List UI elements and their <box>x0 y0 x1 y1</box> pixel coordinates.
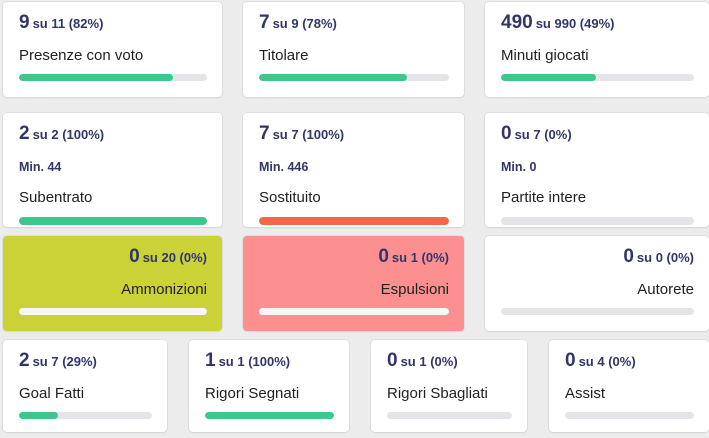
stat-suffix: su 7 (29%) <box>32 354 97 369</box>
stat-minutes: Min. 446 <box>259 160 309 174</box>
stat-card-subentrato: 2 su 2 (100%) Min. 44 Subentrato <box>3 113 222 227</box>
stat-label: Partite intere <box>501 189 587 206</box>
stats-row-3: 0 su 20 (0%) Ammonizioni 0 su 1 (0%) Espul… <box>3 236 709 331</box>
stat-suffix: su 20 (0%) <box>142 250 207 265</box>
stats-row-4: 2 su 7 (29%) Goal Fatti 1 su 1 (100%) Rigo… <box>3 340 709 432</box>
stat-card-assist: 0 su 4 (0%) Assist <box>549 340 709 432</box>
stat-card-titolare: 7 su 9 (78%) Titolare <box>243 2 464 97</box>
stat-number: 9 <box>19 12 30 33</box>
progress-fill <box>501 74 596 81</box>
progress-fill <box>19 74 174 81</box>
stat-line: 0 su 7 (0%) <box>501 124 694 145</box>
progress-track <box>565 412 694 419</box>
stat-card-presenze-con-voto: 9 su 11 (82%) Presenze con voto <box>3 2 222 97</box>
stat-card-ammonizioni: 0 su 20 (0%) Ammonizioni <box>3 236 222 331</box>
stat-label: Rigori Sbagliati <box>387 385 488 402</box>
stat-number: 0 <box>387 350 398 371</box>
stat-suffix: su 0 (0%) <box>636 250 694 265</box>
stat-line: 2 su 2 (100%) <box>19 124 207 145</box>
stat-label: Autorete <box>637 281 694 298</box>
progress-track <box>387 412 512 419</box>
stat-line: 0 su 4 (0%) <box>565 351 694 372</box>
stats-row-2: 2 su 2 (100%) Min. 44 Subentrato 7 su 7 (1… <box>3 113 709 227</box>
progress-fill <box>205 412 334 419</box>
stat-line: 490 su 990 (49%) <box>501 13 694 34</box>
stat-minutes: Min. 44 <box>19 160 62 174</box>
stat-line: 2 su 7 (29%) <box>19 351 152 372</box>
stat-suffix: su 7 (100%) <box>272 127 345 142</box>
progress-track <box>19 412 152 419</box>
stat-label: Rigori Segnati <box>205 385 300 402</box>
progress-track <box>501 74 694 81</box>
stat-card-rigori-sbagliati: 0 su 1 (0%) Rigori Sbagliati <box>371 340 527 432</box>
stat-label: Espulsioni <box>380 281 449 298</box>
stat-line: 7 su 7 (100%) <box>259 124 449 145</box>
stat-suffix: su 1 (0%) <box>391 250 449 265</box>
stat-card-partite-intere: 0 su 7 (0%) Min. 0 Partite intere <box>485 113 709 227</box>
stat-label: Sostituito <box>259 189 321 206</box>
stat-minutes: Min. 0 <box>501 160 537 174</box>
progress-track <box>205 412 334 419</box>
progress-fill <box>19 217 207 225</box>
progress-fill <box>19 412 58 419</box>
stat-label: Goal Fatti <box>19 385 85 402</box>
stat-number: 490 <box>501 12 533 33</box>
stat-suffix: su 11 (82%) <box>32 16 104 31</box>
stat-number: 1 <box>205 350 216 371</box>
stat-label: Ammonizioni <box>121 281 207 298</box>
stat-number: 0 <box>378 246 389 267</box>
stat-number: 2 <box>19 350 30 371</box>
stat-suffix: su 1 (100%) <box>218 354 291 369</box>
stat-suffix: su 990 (49%) <box>535 16 615 31</box>
stat-line: 7 su 9 (78%) <box>259 13 449 34</box>
progress-track <box>259 217 449 225</box>
stat-line: 9 su 11 (82%) <box>19 13 207 34</box>
stat-card-espulsioni: 0 su 1 (0%) Espulsioni <box>243 236 464 331</box>
stat-line: 0 su 20 (0%) <box>19 247 207 268</box>
stat-number: 0 <box>129 246 140 267</box>
stat-number: 0 <box>501 123 512 144</box>
stat-card-sostituito: 7 su 7 (100%) Min. 446 Sostituito <box>243 113 464 227</box>
stats-row-1: 9 su 11 (82%) Presenze con voto 7 su 9 (78… <box>3 2 709 97</box>
stat-number: 7 <box>259 12 270 33</box>
stat-suffix: su 9 (78%) <box>272 16 337 31</box>
progress-track <box>501 308 694 315</box>
stat-card-minuti-giocati: 490 su 990 (49%) Minuti giocati <box>485 2 709 97</box>
stat-suffix: su 4 (0%) <box>578 354 636 369</box>
progress-track <box>501 217 694 225</box>
progress-track <box>19 308 207 315</box>
progress-track <box>259 308 449 315</box>
progress-track <box>259 74 449 81</box>
stat-suffix: su 2 (100%) <box>32 127 105 142</box>
progress-fill <box>259 217 449 225</box>
stat-card-rigori-segnati: 1 su 1 (100%) Rigori Segnati <box>189 340 349 432</box>
progress-track <box>19 74 207 81</box>
stat-label: Subentrato <box>19 189 93 206</box>
stat-line: 0 su 1 (0%) <box>387 351 512 372</box>
stat-line: 0 su 0 (0%) <box>501 247 694 268</box>
progress-fill <box>259 74 408 81</box>
stat-label: Minuti giocati <box>501 47 589 64</box>
stat-suffix: su 7 (0%) <box>514 127 572 142</box>
stat-card-goal-fatti: 2 su 7 (29%) Goal Fatti <box>3 340 167 432</box>
stat-label: Titolare <box>259 47 309 64</box>
stat-number: 2 <box>19 123 30 144</box>
stat-line: 1 su 1 (100%) <box>205 351 334 372</box>
stat-number: 0 <box>565 350 576 371</box>
stat-label: Presenze con voto <box>19 47 144 64</box>
stat-label: Assist <box>565 385 606 402</box>
stat-card-autorete: 0 su 0 (0%) Autorete <box>485 236 709 331</box>
stat-line: 0 su 1 (0%) <box>259 247 449 268</box>
progress-track <box>19 217 207 225</box>
stat-suffix: su 1 (0%) <box>400 354 458 369</box>
stat-number: 0 <box>623 246 634 267</box>
stat-number: 7 <box>259 123 270 144</box>
